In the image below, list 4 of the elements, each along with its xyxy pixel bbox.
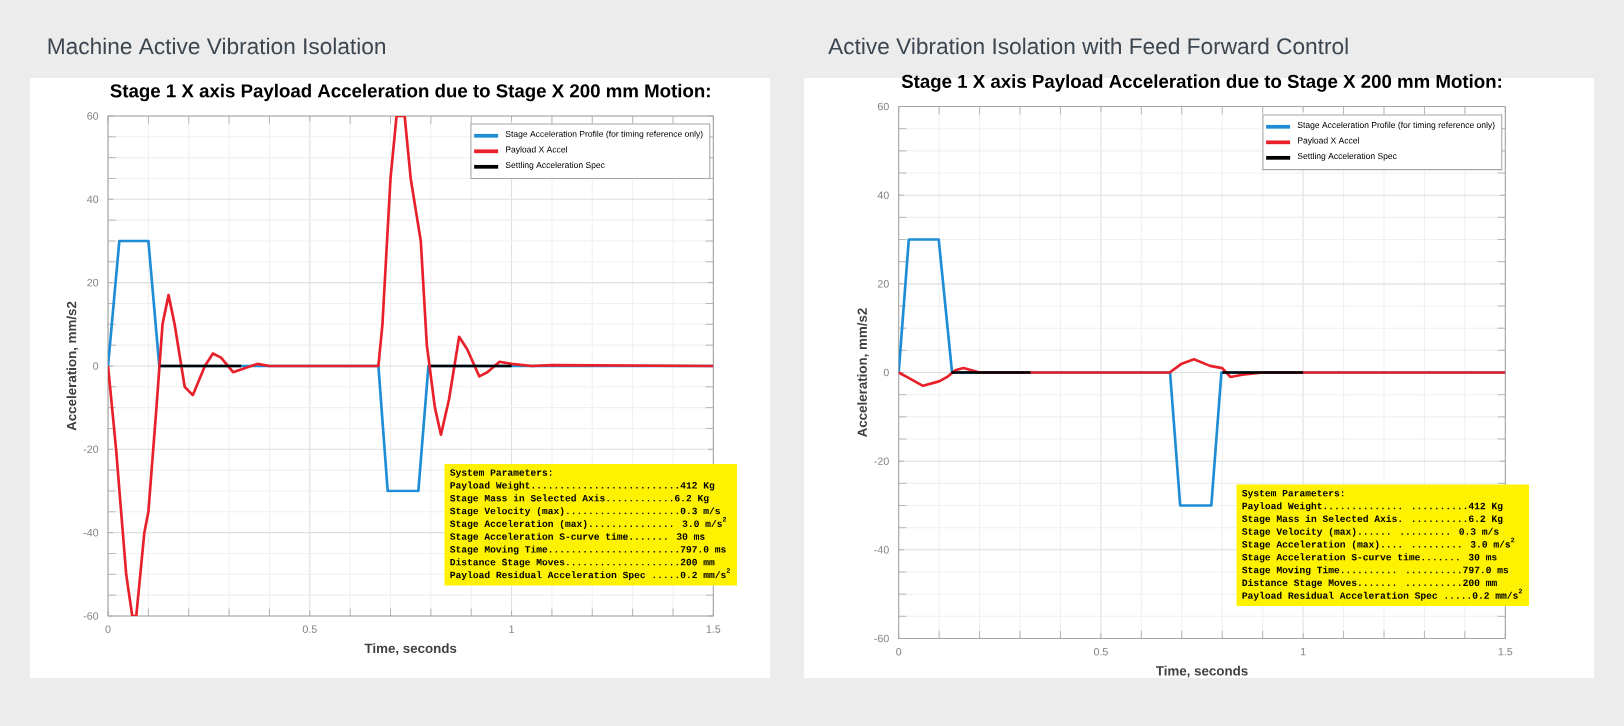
- chart-title: Active Vibration Isolation with Feed Forward Control: [828, 37, 1348, 55]
- chart-title: Machine Active Vibration Isolation: [48, 37, 385, 55]
- chart-subtitle: Stage 1 X axis Payload Acceleration due to Stage X 200 mm Motion:: [110, 83, 710, 102]
- chart-subtitle: Stage 1 X axis Payload Acceleration due to Stage X 200 mm Motion:: [901, 74, 1502, 92]
